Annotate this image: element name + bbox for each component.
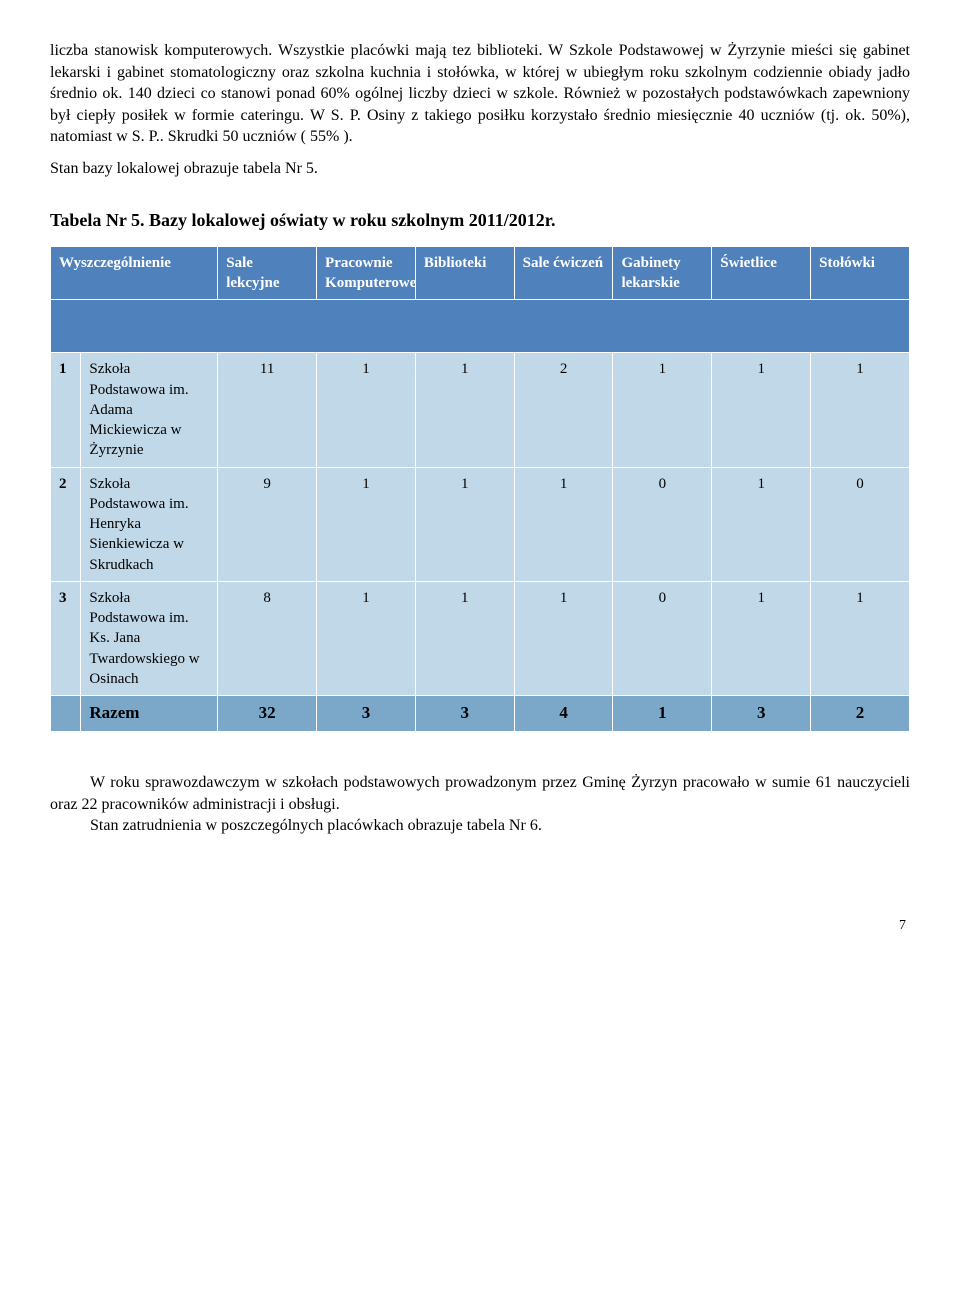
total-row: Razem32334132 xyxy=(51,696,910,732)
total-value: 1 xyxy=(613,696,712,732)
table-row: 2Szkoła Podstawowa im. Henryka Sienkiewi… xyxy=(51,467,910,581)
row-label: Szkoła Podstawowa im. Henryka Sienkiewic… xyxy=(81,467,218,581)
header-spacer xyxy=(51,300,910,353)
row-index: 1 xyxy=(51,353,81,467)
cell-value: 1 xyxy=(514,467,613,581)
total-value: 32 xyxy=(218,696,317,732)
total-value: 4 xyxy=(514,696,613,732)
cell-value: 1 xyxy=(712,581,811,695)
cell-value: 1 xyxy=(514,581,613,695)
total-blank xyxy=(51,696,81,732)
row-index: 3 xyxy=(51,581,81,695)
cell-value: 9 xyxy=(218,467,317,581)
total-value: 3 xyxy=(317,696,416,732)
row-index: 2 xyxy=(51,467,81,581)
cell-value: 0 xyxy=(613,581,712,695)
table-body: 1Szkoła Podstawowa im. Adama Mickiewicza… xyxy=(51,300,910,732)
col-header: Gabinety lekarskie xyxy=(613,246,712,300)
col-header: Sale lekcyjne xyxy=(218,246,317,300)
footer-paragraph-1: W roku sprawozdawczym w szkołach podstaw… xyxy=(50,772,910,815)
intro-paragraph-2: Stan bazy lokalowej obrazuje tabela Nr 5… xyxy=(50,158,910,180)
cell-value: 8 xyxy=(218,581,317,695)
intro-paragraph-1: liczba stanowisk komputerowych. Wszystki… xyxy=(50,40,910,148)
cell-value: 1 xyxy=(317,353,416,467)
col-header: Świetlice xyxy=(712,246,811,300)
facilities-table: WyszczególnienieSale lekcyjnePracownie K… xyxy=(50,246,910,732)
cell-value: 1 xyxy=(712,353,811,467)
cell-value: 1 xyxy=(415,467,514,581)
total-value: 3 xyxy=(415,696,514,732)
cell-value: 2 xyxy=(514,353,613,467)
col-header: Pracownie Komputerowe xyxy=(317,246,416,300)
col-header: Wyszczególnienie xyxy=(51,246,218,300)
cell-value: 1 xyxy=(415,353,514,467)
cell-value: 1 xyxy=(613,353,712,467)
cell-value: 1 xyxy=(712,467,811,581)
table-row: 3Szkoła Podstawowa im. Ks. Jana Twardows… xyxy=(51,581,910,695)
footer-paragraph-2: Stan zatrudnienia w poszczególnych placó… xyxy=(50,815,910,837)
cell-value: 1 xyxy=(317,467,416,581)
cell-value: 0 xyxy=(811,467,910,581)
col-header: Sale ćwiczeń xyxy=(514,246,613,300)
table-heading: Tabela Nr 5. Bazy lokalowej oświaty w ro… xyxy=(50,208,910,232)
cell-value: 0 xyxy=(613,467,712,581)
row-label: Szkoła Podstawowa im. Ks. Jana Twardowsk… xyxy=(81,581,218,695)
row-label: Szkoła Podstawowa im. Adama Mickiewicza … xyxy=(81,353,218,467)
cell-value: 1 xyxy=(811,581,910,695)
table-row: 1Szkoła Podstawowa im. Adama Mickiewicza… xyxy=(51,353,910,467)
cell-value: 1 xyxy=(415,581,514,695)
total-label: Razem xyxy=(81,696,218,732)
table-header: WyszczególnienieSale lekcyjnePracownie K… xyxy=(51,246,910,300)
total-value: 2 xyxy=(811,696,910,732)
col-header: Stołówki xyxy=(811,246,910,300)
total-value: 3 xyxy=(712,696,811,732)
page-number: 7 xyxy=(50,917,910,936)
cell-value: 11 xyxy=(218,353,317,467)
col-header: Biblioteki xyxy=(415,246,514,300)
cell-value: 1 xyxy=(811,353,910,467)
cell-value: 1 xyxy=(317,581,416,695)
